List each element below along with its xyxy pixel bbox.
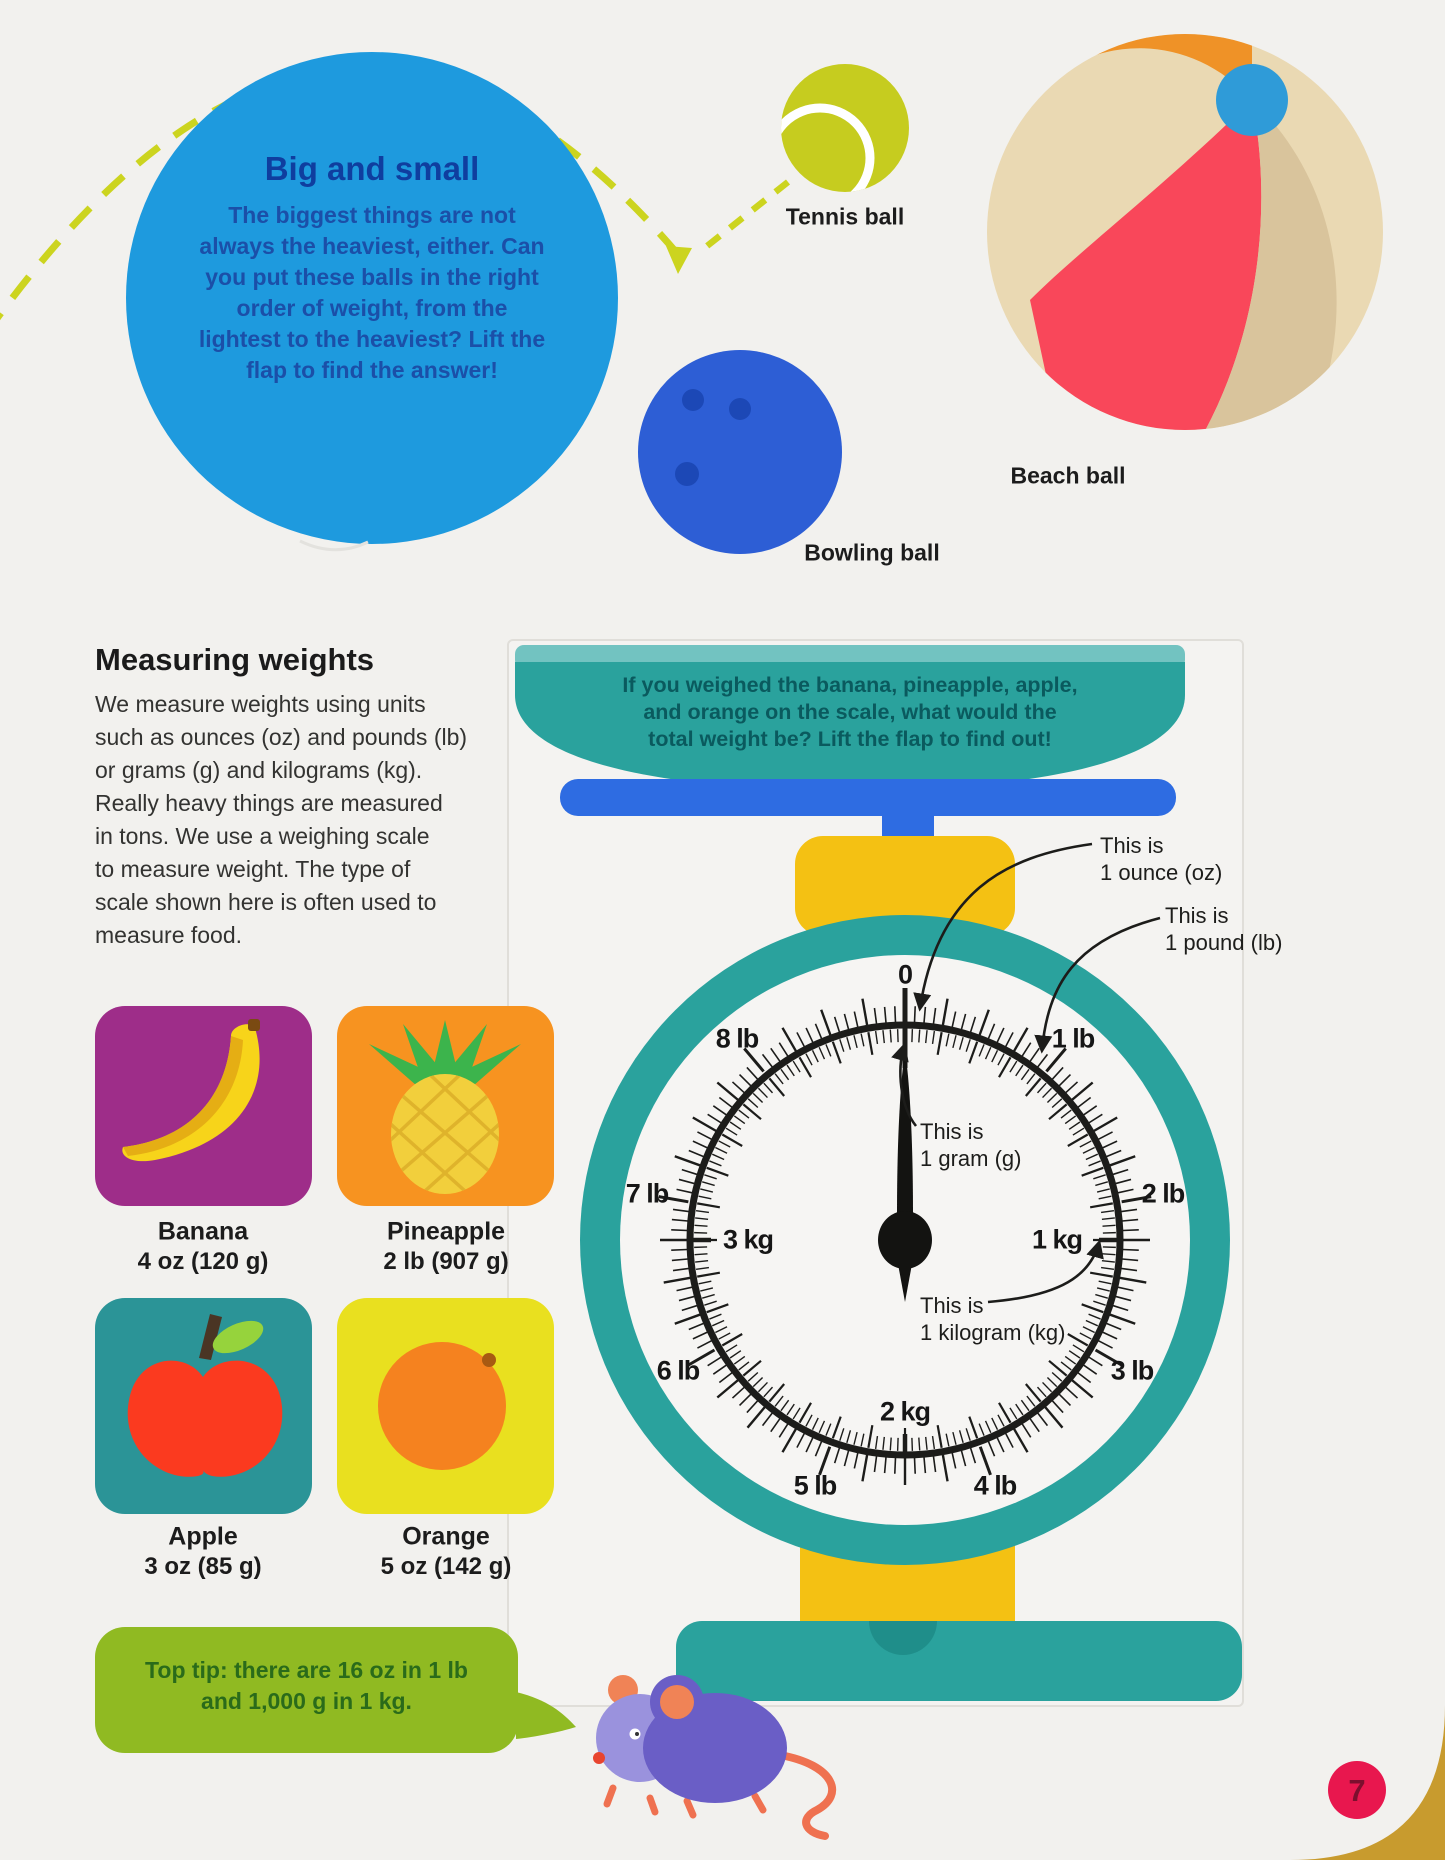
dial-label-2kg: 2 kg: [879, 1396, 931, 1427]
annotation-ounce: This is 1 ounce (oz): [1100, 833, 1223, 885]
scale-base: [676, 1621, 1242, 1701]
page-number: 7: [1348, 1773, 1366, 1808]
fruit-label-apple-name: Apple: [168, 1522, 238, 1551]
dial-label-7lb: 7 lb: [625, 1178, 670, 1209]
fruit-label-banana-name: Banana: [157, 1217, 249, 1246]
beach-ball-valve-icon: [1216, 64, 1288, 136]
apple-icon: [127, 1314, 283, 1477]
dial-label-4lb: 4 lb: [973, 1470, 1018, 1501]
intro-body: The biggest things are not always the he…: [198, 202, 546, 383]
orange-icon: [378, 1342, 506, 1470]
annotation-arrow-kilogram: [987, 1239, 1104, 1304]
speech-tail-icon: [516, 1692, 576, 1739]
scale-neck: [795, 836, 1015, 936]
mouse-icon: [593, 1675, 837, 1840]
fruit-label-banana-weight: 4 oz (120 g): [137, 1248, 269, 1275]
annotation-kilogram: This is 1 kilogram (kg): [920, 1293, 1066, 1345]
scale-pan: [515, 645, 1185, 790]
annotation-arrows: [891, 842, 1161, 1304]
scale-question: If you weighed the banana, pineapple, ap…: [622, 673, 1078, 751]
banana-icon: [122, 1019, 260, 1162]
fruit-label-pineapple-weight: 2 lb (907 g): [383, 1248, 509, 1275]
page-corner: [1290, 1705, 1445, 1860]
tennis-ball-icon: [781, 64, 909, 192]
scale-base-notch: [869, 1621, 937, 1655]
fruit-label-pineapple-name: Pineapple: [386, 1217, 506, 1246]
scale-dial: [580, 842, 1230, 1565]
beach-ball-label: Beach ball: [1010, 462, 1126, 489]
fruit-label-apple-weight: 3 oz (85 g): [144, 1553, 262, 1580]
dial-label-3lb: 3 lb: [1110, 1355, 1155, 1386]
dial-label-8lb: 8 lb: [715, 1023, 760, 1054]
fruit-card-pineapple: [337, 1006, 554, 1206]
flap-cut-line: [299, 539, 369, 552]
fruit-card-orange: [337, 1298, 554, 1514]
dial-label-1kg: 1 kg: [1031, 1224, 1083, 1255]
pineapple-pattern: [391, 1074, 499, 1194]
dial-hub: [878, 1211, 932, 1269]
bounce-trajectory-icon: [0, 66, 791, 321]
top-tip-text: Top tip: there are 16 oz in 1 lb and 1,0…: [145, 1657, 468, 1714]
intro-title: Big and small: [264, 150, 480, 187]
page-number-badge: [1328, 1761, 1386, 1819]
beach-ball-icon: [987, 34, 1383, 430]
annotation-arrow-gram: [891, 1042, 918, 1127]
tennis-ball-label: Tennis ball: [785, 203, 905, 230]
measuring-body: We measure weights using units such as o…: [95, 691, 468, 948]
annotation-gram: This is 1 gram (g): [920, 1119, 1022, 1171]
fruit-label-orange-weight: 5 oz (142 g): [380, 1553, 512, 1580]
annotation-arrow-ounce: [913, 842, 1093, 1012]
annotation-arrow-pound: [1034, 916, 1161, 1054]
bowling-ball-label: Bowling ball: [804, 539, 940, 566]
fruit-card-banana: [95, 1006, 312, 1206]
dial-label-5lb: 5 lb: [793, 1470, 838, 1501]
dial-label-1lb: 1 lb: [1051, 1023, 1096, 1054]
big-and-small-flap[interactable]: [126, 52, 618, 552]
fruit-label-orange-name: Orange: [402, 1522, 490, 1551]
dial-label-6lb: 6 lb: [656, 1355, 701, 1386]
bowling-ball-icon: [638, 350, 842, 554]
measuring-heading: Measuring weights: [95, 642, 375, 677]
dial-label-3kg: 3 kg: [722, 1224, 774, 1255]
dial-label-0: 0: [897, 959, 913, 990]
dial-label-2lb: 2 lb: [1141, 1178, 1186, 1209]
pineapple-icon: [369, 1020, 521, 1086]
dial-ticks: [658, 998, 1152, 1485]
top-tip-bubble: [95, 1627, 576, 1753]
fruit-card-apple: [95, 1298, 312, 1514]
annotation-pound: This is 1 pound (lb): [1165, 903, 1283, 955]
